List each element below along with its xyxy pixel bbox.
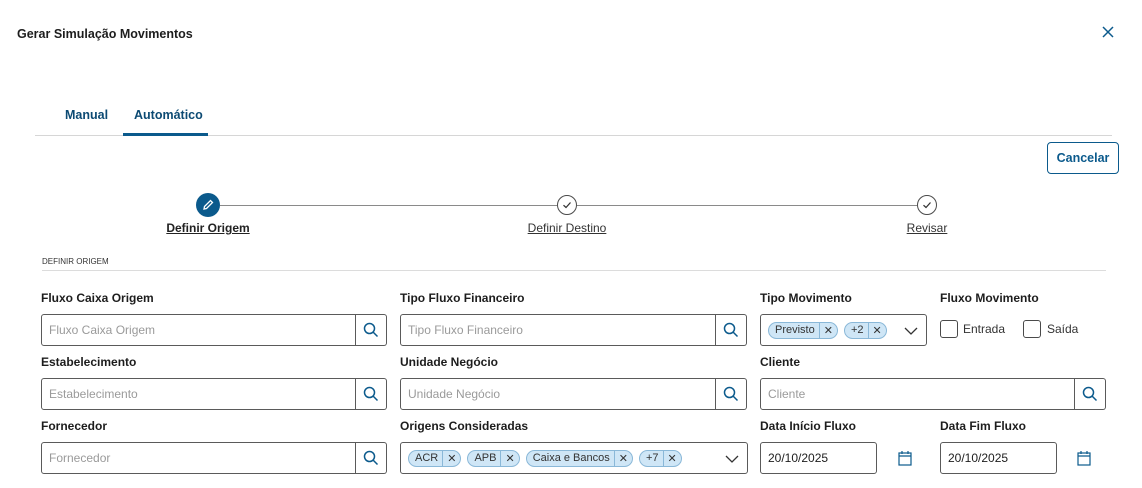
dialog-title: Gerar Simulação Movimentos (17, 27, 193, 41)
chip: APB ✕ (467, 449, 520, 467)
chip: +7 ✕ (638, 449, 682, 467)
data-inicio-label: Data Início Fluxo (760, 419, 857, 433)
step-definir-origem[interactable]: Definir Origem (166, 221, 250, 235)
chip: ACR ✕ (408, 449, 462, 467)
close-icon[interactable] (1101, 25, 1117, 41)
check-icon[interactable] (917, 195, 937, 215)
tipo-movimento-select[interactable]: Previsto ✕ +2 ✕ (760, 314, 927, 346)
chip: Previsto ✕ (768, 321, 838, 339)
chevron-down-icon[interactable] (904, 326, 918, 336)
estabelecimento-input[interactable]: Estabelecimento (41, 378, 356, 410)
check-icon[interactable] (557, 195, 577, 215)
close-icon[interactable]: ✕ (867, 322, 886, 338)
calendar-icon[interactable] (1077, 450, 1091, 466)
close-icon[interactable]: ✕ (662, 450, 681, 466)
search-icon[interactable] (715, 314, 747, 346)
saida-label: Saída (1047, 322, 1079, 336)
cliente-input[interactable]: Cliente (760, 378, 1075, 410)
chip-label: +2 (850, 324, 864, 336)
section-divider (42, 270, 1106, 271)
close-icon[interactable]: ✕ (613, 450, 632, 466)
tab-automatico[interactable]: Automático (134, 108, 203, 122)
estabelecimento-label: Estabelecimento (41, 355, 137, 369)
cliente-label: Cliente (760, 355, 801, 369)
data-fim-label: Data Fim Fluxo (940, 419, 1027, 433)
stepper-line (220, 205, 557, 206)
saida-checkbox[interactable] (1023, 320, 1041, 338)
tipo-fluxo-financeiro-input[interactable]: Tipo Fluxo Financeiro (400, 314, 716, 346)
section-title: DEFINIR ORIGEM (42, 257, 109, 266)
fluxo-caixa-origem-label: Fluxo Caixa Origem (41, 291, 154, 305)
active-tab-indicator (123, 133, 208, 136)
tipo-movimento-label: Tipo Movimento (760, 291, 852, 305)
chip: +2 ✕ (843, 321, 887, 339)
search-icon[interactable] (355, 314, 387, 346)
tab-manual[interactable]: Manual (65, 108, 109, 122)
close-icon[interactable]: ✕ (818, 322, 837, 338)
chip-label: APB (474, 452, 497, 464)
chip-label: ACR (415, 452, 439, 464)
data-inicio-input[interactable]: 20/10/2025 (760, 442, 877, 474)
close-icon[interactable]: ✕ (500, 450, 518, 466)
chip-label: Caixa e Bancos (532, 452, 610, 464)
fluxo-caixa-origem-input[interactable]: Fluxo Caixa Origem (41, 314, 356, 346)
search-icon[interactable] (355, 442, 387, 474)
search-icon[interactable] (1074, 378, 1106, 410)
data-fim-input[interactable]: 20/10/2025 (940, 442, 1057, 474)
entrada-label: Entrada (963, 322, 1006, 336)
fornecedor-input[interactable]: Fornecedor (41, 442, 356, 474)
tab-divider (35, 135, 1112, 136)
step-revisar[interactable]: Revisar (906, 221, 948, 235)
calendar-icon[interactable] (898, 450, 912, 466)
tipo-fluxo-financeiro-label: Tipo Fluxo Financeiro (400, 291, 525, 305)
entrada-checkbox[interactable] (940, 320, 958, 338)
origens-consideradas-select[interactable]: ACR ✕ APB ✕ Caixa e Bancos ✕ +7 ✕ (400, 442, 748, 474)
fornecedor-label: Fornecedor (41, 419, 108, 433)
chevron-down-icon[interactable] (725, 454, 739, 464)
close-icon[interactable]: ✕ (442, 450, 460, 466)
search-icon[interactable] (715, 378, 747, 410)
chip-label: Previsto (775, 324, 815, 336)
stepper-line (577, 205, 917, 206)
pencil-icon[interactable] (196, 193, 220, 217)
fluxo-movimento-label: Fluxo Movimento (940, 291, 1039, 305)
unidade-negocio-input[interactable]: Unidade Negócio (400, 378, 716, 410)
chip-label: +7 (645, 452, 659, 464)
unidade-negocio-label: Unidade Negócio (400, 355, 499, 369)
chip: Caixa e Bancos ✕ (525, 449, 633, 467)
cancel-button[interactable]: Cancelar (1047, 142, 1119, 174)
origens-consideradas-label: Origens Consideradas (400, 419, 529, 433)
search-icon[interactable] (355, 378, 387, 410)
step-definir-destino[interactable]: Definir Destino (527, 221, 607, 235)
